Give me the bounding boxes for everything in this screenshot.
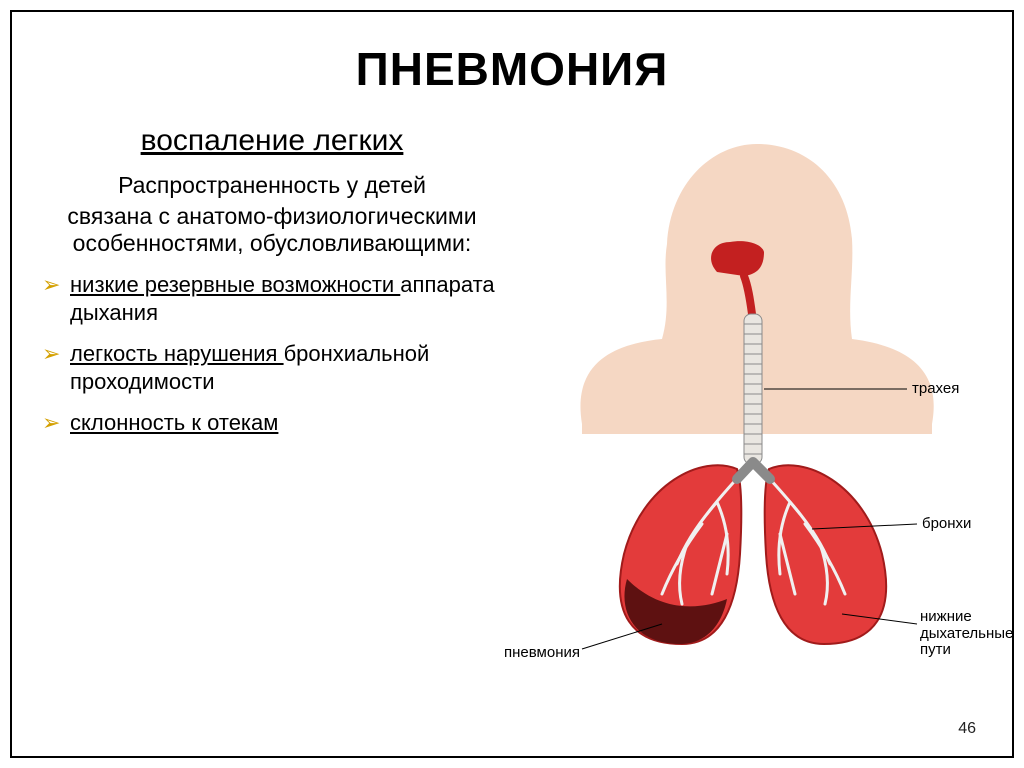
carina <box>737 462 770 479</box>
intro-line-2: связана с анатомо-физиологическими особе… <box>42 203 502 257</box>
slide-title: ПНЕВМОНИЯ <box>42 42 982 96</box>
intro-line-1: Распространенность у детей <box>42 172 502 199</box>
slide-frame: ПНЕВМОНИЯ воспаление легких Распростране… <box>10 10 1014 758</box>
diagram-column: трахея бронхи нижние дыхательные пути пн… <box>512 124 982 708</box>
bullet-underlined: склонность к отекам <box>70 410 278 435</box>
label-pneumonia: пневмония <box>504 644 580 661</box>
bullet-underlined: легкость нарушения <box>70 341 284 366</box>
oral-cavity <box>711 241 764 276</box>
subtitle: воспаление легких <box>42 124 502 158</box>
left-lung <box>620 464 750 644</box>
bullet-underlined: низкие резервные возможности <box>70 272 400 297</box>
slide-number: 46 <box>958 720 976 738</box>
anatomy-diagram: трахея бронхи нижние дыхательные пути пн… <box>512 124 982 708</box>
bullet-item: склонность к отекам <box>42 409 502 437</box>
label-lower-airways: нижние дыхательные пути <box>920 609 1020 659</box>
trachea-shape <box>744 314 762 464</box>
bullet-list: низкие резервные возможности аппарата ды… <box>42 271 502 437</box>
bullet-item: легкость нарушения бронхиальной проходим… <box>42 340 502 395</box>
label-trachea: трахея <box>912 380 959 397</box>
anatomy-svg <box>512 124 982 684</box>
content-row: воспаление легких Распространенность у д… <box>42 124 982 708</box>
bullet-item: низкие резервные возможности аппарата ды… <box>42 271 502 326</box>
text-column: воспаление легких Распространенность у д… <box>42 124 512 708</box>
label-bronchi: бронхи <box>922 515 971 532</box>
